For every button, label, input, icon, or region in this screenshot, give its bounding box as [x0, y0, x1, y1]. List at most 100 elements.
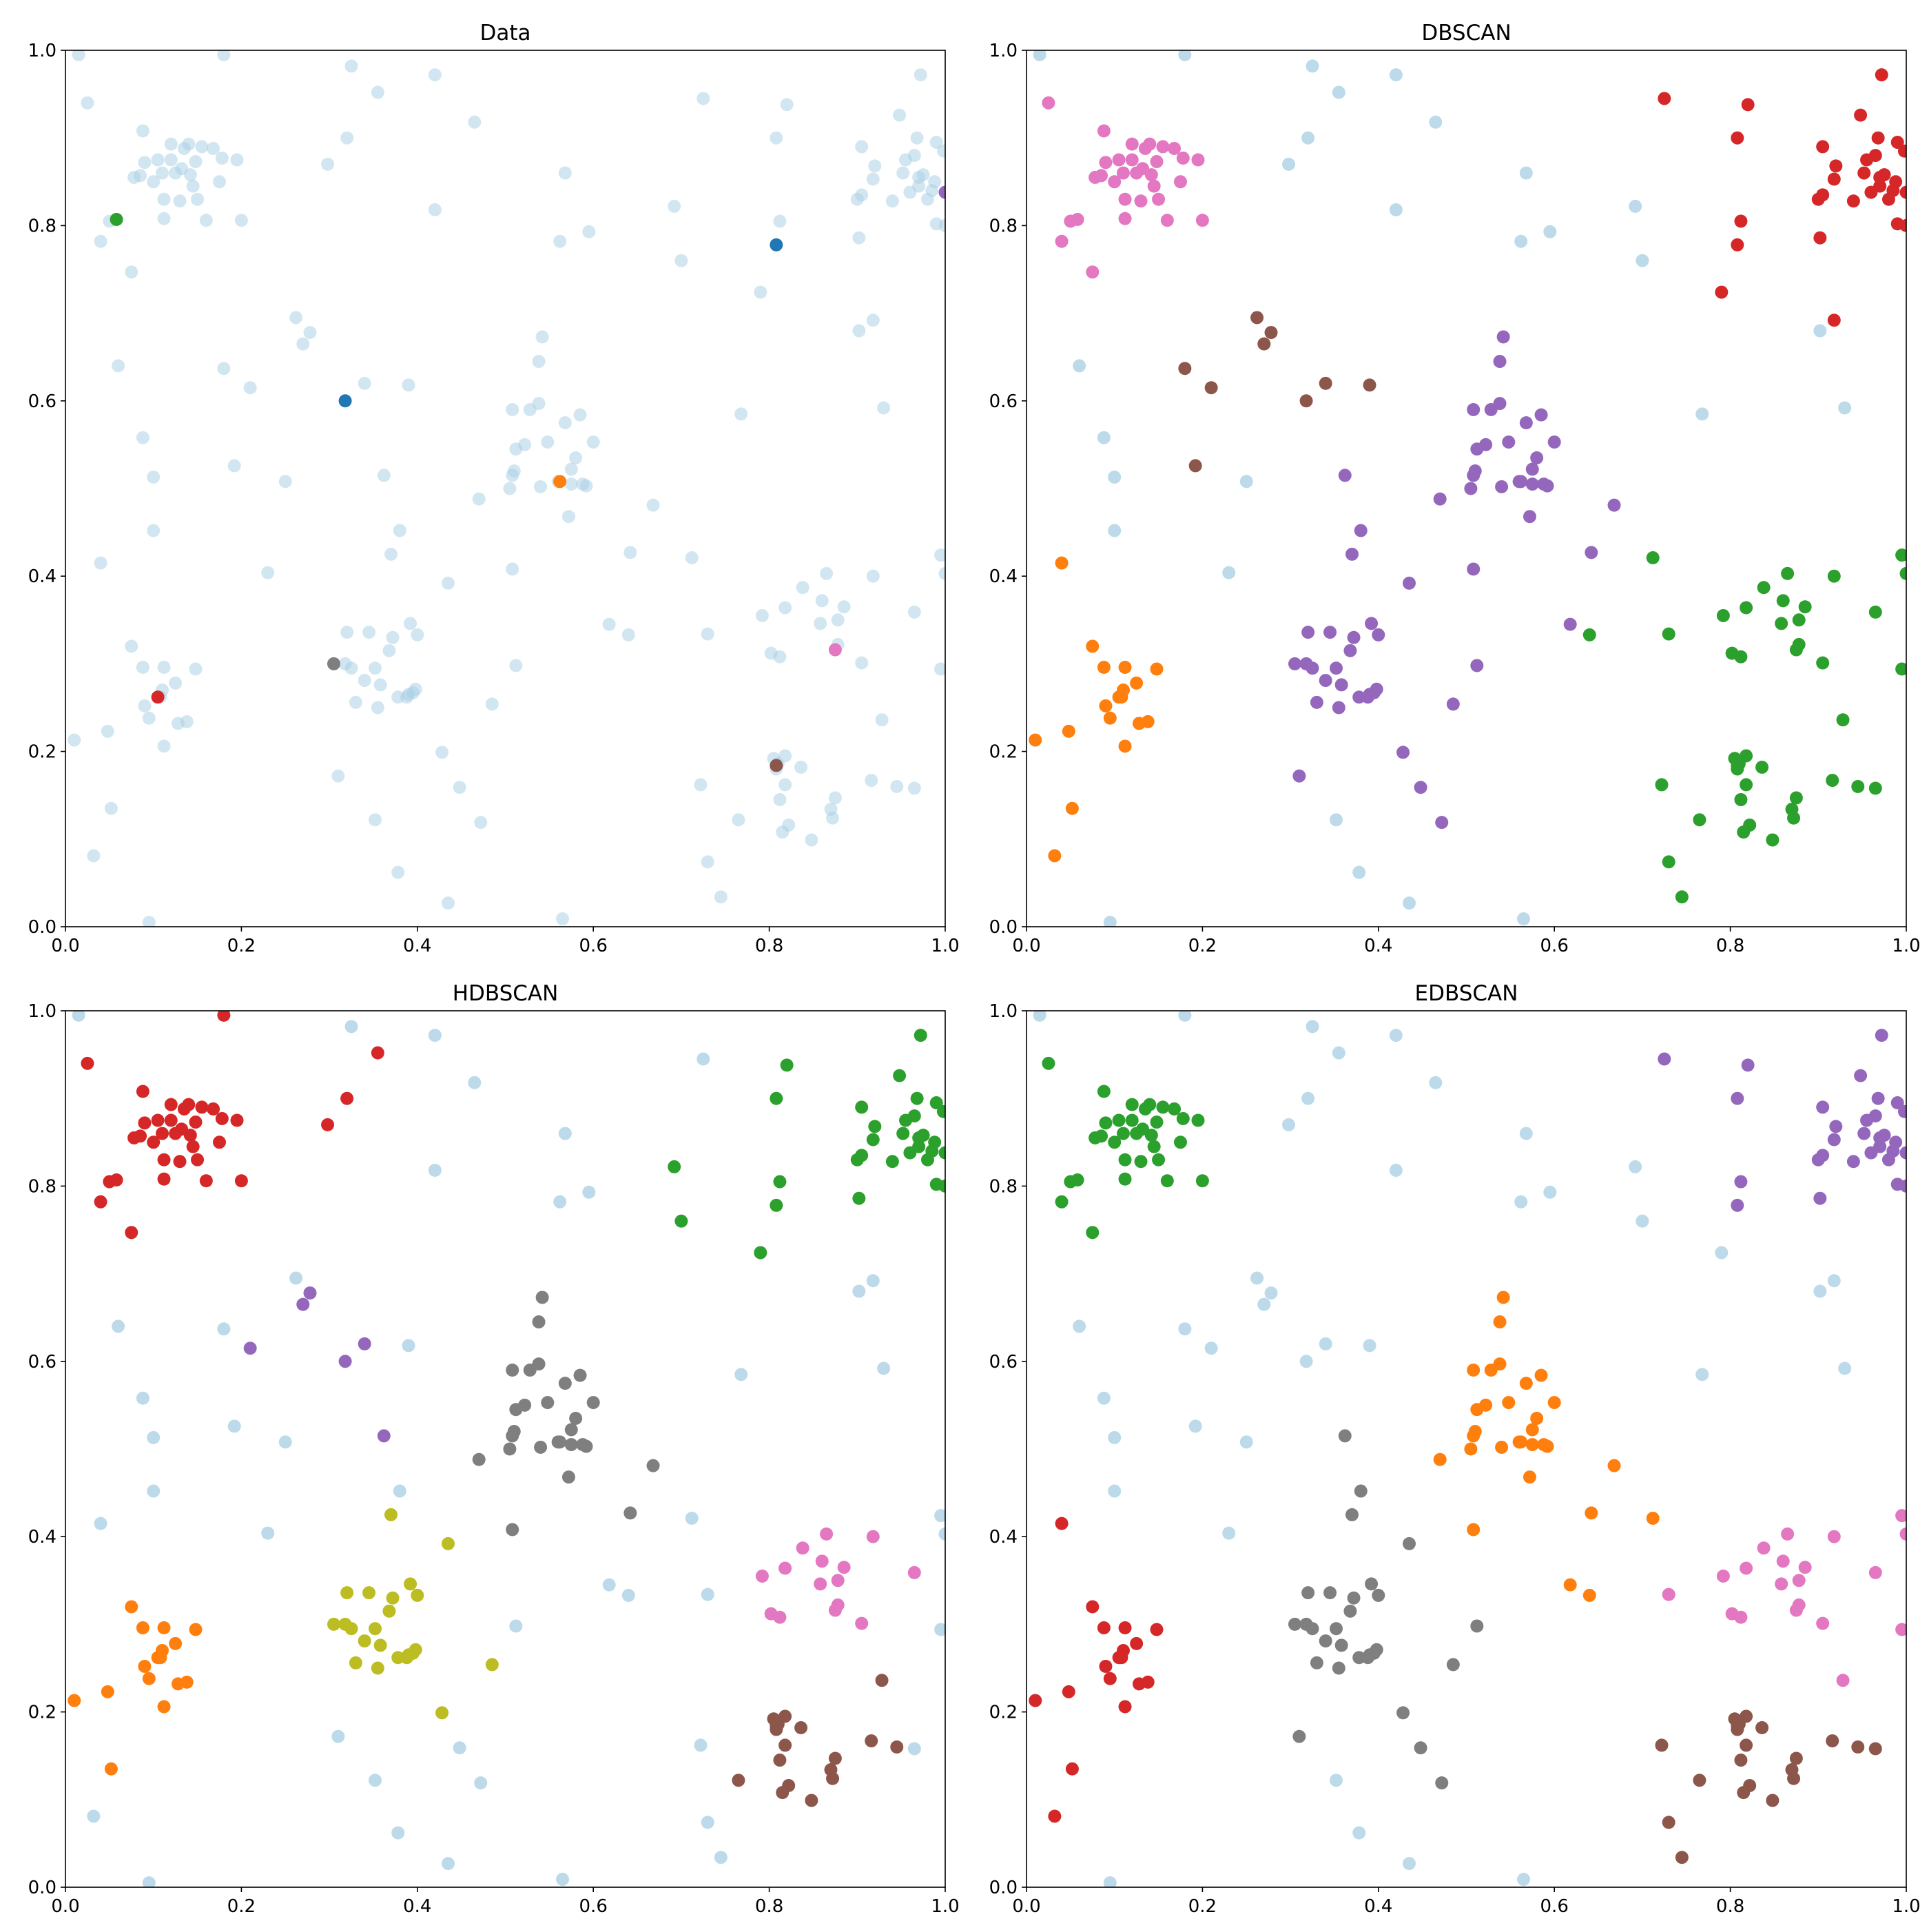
- noise-point: [694, 1738, 708, 1752]
- data-point: [907, 149, 921, 163]
- cluster-point: [371, 1046, 384, 1060]
- cluster-point: [1563, 617, 1577, 631]
- noise-point: [621, 1588, 635, 1602]
- cluster-point: [561, 1470, 575, 1484]
- cluster-point: [1152, 192, 1166, 206]
- noise-point: [1332, 1046, 1345, 1060]
- cluster-point: [157, 1172, 171, 1186]
- cluster-point: [507, 1425, 521, 1439]
- data-point: [371, 85, 384, 99]
- cluster-point: [1354, 1484, 1368, 1498]
- cluster-point: [125, 1226, 138, 1240]
- data-point: [136, 431, 149, 444]
- data-point: [701, 627, 714, 641]
- cluster-point: [1173, 175, 1187, 189]
- x-tick-label: 0.4: [1364, 1896, 1392, 1917]
- y-tick-label: 0.4: [989, 1527, 1018, 1548]
- cluster-point: [1156, 1100, 1170, 1114]
- cluster-point: [1502, 435, 1516, 449]
- noise-point: [852, 1284, 866, 1298]
- noise-point: [1250, 1271, 1264, 1285]
- plot-area: [1029, 1011, 1906, 1887]
- cluster-point: [1789, 1751, 1803, 1765]
- cluster-point: [1402, 576, 1416, 590]
- cluster-point: [1130, 676, 1144, 690]
- noise-point: [934, 1509, 945, 1523]
- cluster-point: [1191, 1113, 1205, 1127]
- cluster-point: [1396, 1706, 1410, 1720]
- cluster-point: [916, 1129, 930, 1142]
- data-point: [138, 156, 152, 169]
- cluster-point: [928, 1135, 942, 1149]
- cluster-point: [1147, 179, 1161, 193]
- data-point: [278, 475, 292, 489]
- cluster-point: [1099, 1659, 1113, 1673]
- cluster-point: [1792, 1574, 1806, 1587]
- cluster-point: [138, 1659, 152, 1673]
- data-point: [938, 218, 945, 232]
- data-point: [573, 408, 587, 422]
- cluster-point: [1899, 566, 1906, 580]
- cluster-point: [1055, 556, 1069, 570]
- noise-point: [369, 1774, 382, 1787]
- cluster-point: [1897, 144, 1906, 158]
- cluster-point: [866, 1530, 880, 1543]
- cluster-point: [1143, 137, 1157, 151]
- noise-point: [1301, 1091, 1315, 1105]
- cluster-point: [893, 1069, 907, 1082]
- cluster-point: [1467, 562, 1481, 576]
- cluster-point: [1150, 662, 1164, 676]
- data-point: [411, 628, 424, 641]
- cluster-point: [358, 1337, 371, 1350]
- data-point: [147, 470, 161, 484]
- cluster-point: [1319, 376, 1332, 390]
- cluster-point: [1792, 1598, 1806, 1612]
- y-tick-label: 0.0: [28, 917, 56, 938]
- data-point: [404, 617, 417, 630]
- cluster-point: [1319, 1634, 1332, 1648]
- cluster-point: [1757, 1541, 1771, 1555]
- x-tick-label: 0.6: [579, 936, 608, 956]
- cluster-point: [1048, 1809, 1062, 1823]
- cluster-point: [1195, 214, 1209, 227]
- cluster-point: [1889, 1135, 1903, 1149]
- cluster-point: [770, 1091, 783, 1105]
- cluster-point: [535, 1291, 549, 1304]
- data-point: [104, 801, 118, 815]
- data-point: [866, 569, 880, 583]
- cluster-point: [1257, 337, 1271, 351]
- data-point: [928, 175, 942, 189]
- y-tick-label: 0.0: [989, 1878, 1018, 1898]
- noise-point: [1282, 1118, 1296, 1131]
- cluster-point: [1873, 179, 1887, 193]
- data-point: [796, 581, 809, 595]
- cluster-point: [1250, 311, 1264, 325]
- x-tick-label: 0.2: [1188, 936, 1217, 956]
- cluster-point: [1310, 695, 1323, 709]
- cluster-point: [1323, 626, 1337, 639]
- data-point: [828, 791, 842, 805]
- cluster-point: [1731, 131, 1744, 145]
- axes-frame: [65, 50, 946, 927]
- data-point: [169, 676, 183, 690]
- noise-point: [1695, 1368, 1709, 1381]
- cluster-point: [1288, 657, 1301, 670]
- data-point: [72, 50, 85, 61]
- noise-point: [1330, 813, 1343, 827]
- cluster-point: [1446, 1658, 1460, 1672]
- cluster-point: [1899, 1146, 1906, 1160]
- cluster-point: [1065, 801, 1079, 815]
- noise-point: [1264, 1286, 1278, 1300]
- data-point: [289, 311, 303, 325]
- cluster-point: [189, 1116, 203, 1129]
- noise-point: [1389, 68, 1403, 82]
- cluster-point: [373, 1638, 387, 1652]
- cluster-point: [1141, 715, 1155, 728]
- cluster-point: [1813, 1191, 1827, 1205]
- cluster-point: [1062, 724, 1075, 738]
- cluster-point: [1118, 1700, 1132, 1714]
- cluster-point: [1372, 1588, 1385, 1602]
- cluster-point: [1715, 285, 1729, 299]
- y-tick-label: 0.4: [28, 566, 56, 587]
- cluster-point: [1741, 1058, 1755, 1072]
